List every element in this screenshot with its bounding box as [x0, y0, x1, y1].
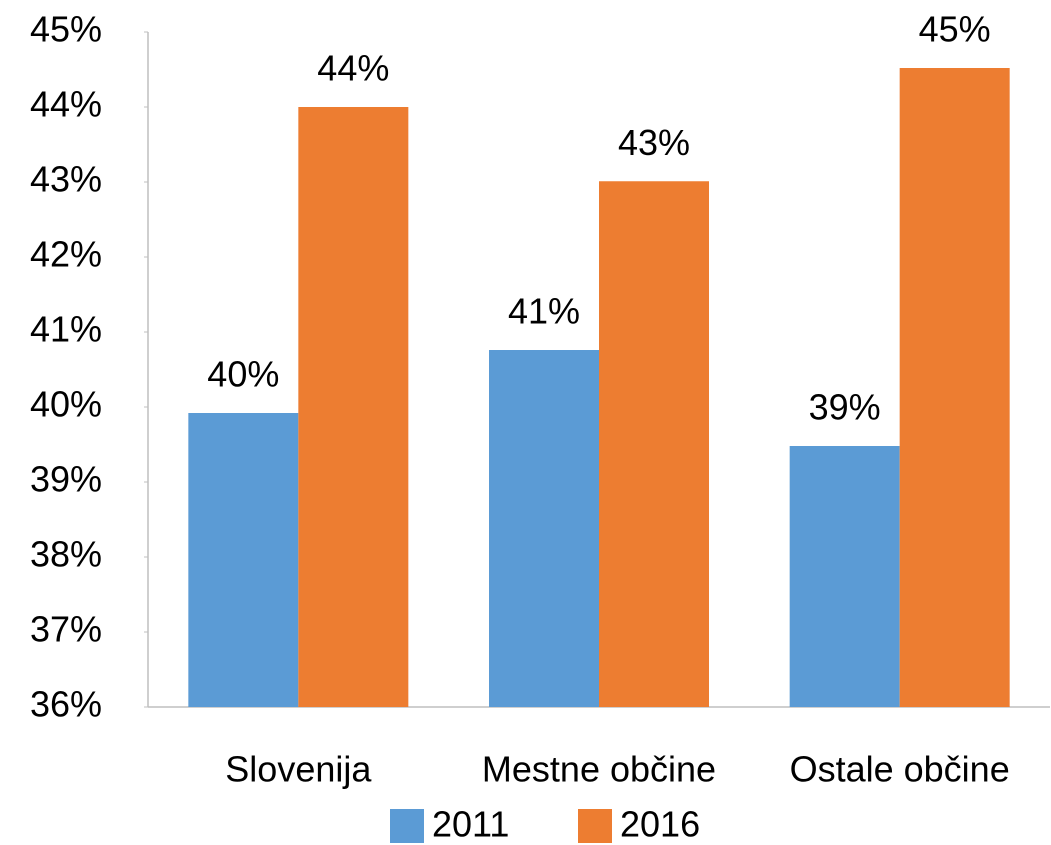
bar — [188, 413, 299, 707]
y-tick-label: 37% — [30, 609, 102, 650]
y-tick-label: 44% — [30, 84, 102, 125]
data-label: 39% — [809, 387, 881, 428]
legend-swatch — [578, 809, 612, 843]
y-tick-label: 41% — [30, 309, 102, 350]
y-tick-label: 45% — [30, 9, 102, 50]
data-label: 44% — [317, 48, 389, 89]
x-tick-label: Mestne občine — [482, 749, 716, 790]
y-tick-label: 42% — [30, 234, 102, 275]
bar — [789, 446, 900, 707]
legend-label: 2016 — [620, 804, 700, 845]
x-tick-label: Ostale občine — [790, 749, 1010, 790]
y-tick-label: 43% — [30, 159, 102, 200]
y-tick-label: 38% — [30, 534, 102, 575]
bar — [599, 181, 709, 707]
bar — [899, 68, 1010, 707]
legend-swatch — [390, 809, 424, 843]
data-label: 40% — [207, 354, 279, 395]
data-label: 45% — [919, 9, 991, 50]
x-tick-label: Slovenija — [225, 749, 372, 790]
y-tick-label: 36% — [30, 684, 102, 725]
legend-label: 2011 — [432, 804, 509, 845]
bar — [298, 107, 409, 707]
data-label: 41% — [508, 291, 580, 332]
y-tick-label: 39% — [30, 459, 102, 500]
bar — [489, 350, 599, 707]
y-tick-label: 40% — [30, 384, 102, 425]
data-label: 43% — [618, 122, 690, 163]
